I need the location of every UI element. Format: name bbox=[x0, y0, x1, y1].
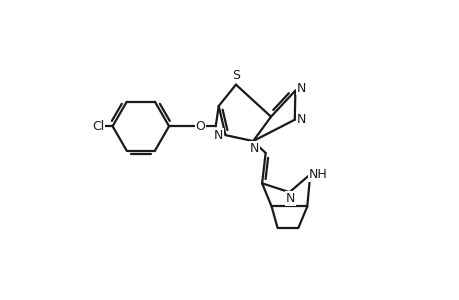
Text: N: N bbox=[297, 82, 306, 95]
Text: N: N bbox=[285, 192, 295, 205]
Text: N: N bbox=[249, 142, 258, 155]
Text: N: N bbox=[296, 113, 305, 126]
Text: Cl: Cl bbox=[92, 120, 104, 133]
Text: O: O bbox=[195, 120, 205, 133]
Text: NH: NH bbox=[308, 168, 327, 181]
Text: S: S bbox=[231, 69, 240, 82]
Text: N: N bbox=[213, 129, 222, 142]
